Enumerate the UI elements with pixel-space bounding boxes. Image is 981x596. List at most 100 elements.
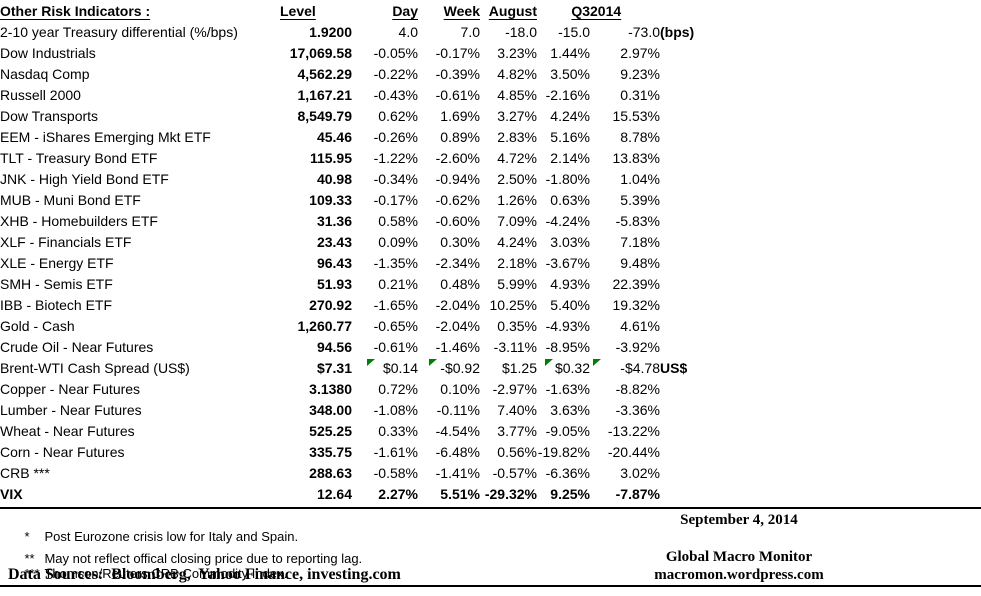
row-label-text: IBB - Biotech ETF xyxy=(0,297,113,313)
ytd-2014-value: -5.83% xyxy=(590,211,660,232)
ytd-2014-value-text: -$4.78 xyxy=(620,360,660,376)
table-row: 2-10 year Treasury differential (%/bps) 1… xyxy=(0,22,730,43)
ytd-2014-value-text: 22.39% xyxy=(612,276,660,292)
unit-label-text: US$ xyxy=(660,360,688,376)
table-row: Crude Oil - Near Futures 94.56 -0.61% -1.46… xyxy=(0,337,730,358)
day-change-value-text: -0.61% xyxy=(373,339,418,355)
column-header-week: Week xyxy=(443,3,480,19)
week-change-value-text: -1.46% xyxy=(435,339,480,355)
row-label-text: Nasdaq Comp xyxy=(0,66,90,82)
day-change-value-text: $0.14 xyxy=(382,360,418,376)
row-label: XHB - Homebuilders ETF xyxy=(0,211,280,232)
ytd-2014-value: 0.31% xyxy=(590,85,660,106)
ytd-2014-value-text: -20.44% xyxy=(607,444,660,460)
q3-change-value: 3.63% xyxy=(537,400,590,421)
table-row: Corn - Near Futures 335.75 -1.61% -6.48% 0.5… xyxy=(0,442,730,463)
week-change-value-text: -4.54% xyxy=(435,423,480,439)
august-change-value-text: 1.26% xyxy=(497,192,537,208)
week-change-value: -2.04% xyxy=(418,316,480,337)
q3-change-value-text: -1.63% xyxy=(545,381,590,397)
day-change-value: 4.0 xyxy=(352,22,418,43)
august-change-value-text: 4.85% xyxy=(497,87,537,103)
unit-label xyxy=(660,421,730,442)
week-change-value-text: -0.94% xyxy=(435,171,480,187)
row-label-text: XLE - Energy ETF xyxy=(0,255,114,271)
level-value: $7.31 xyxy=(280,358,352,379)
day-change-value: -0.26% xyxy=(352,127,418,148)
day-change-value-text: -0.05% xyxy=(373,45,418,61)
ytd-2014-value: 13.83% xyxy=(590,148,660,169)
unit-label xyxy=(660,316,730,337)
row-label: JNK - High Yield Bond ETF xyxy=(0,169,280,190)
table-row: SMH - Semis ETF 51.93 0.21% 0.48% 5.99% 4.93%… xyxy=(0,274,730,295)
august-change-value: 5.99% xyxy=(480,274,537,295)
ytd-2014-value-text: 9.23% xyxy=(620,66,660,82)
q3-change-value-text: -4.93% xyxy=(545,318,590,334)
row-label-text: CRB *** xyxy=(0,465,50,481)
ytd-2014-value-text: 2.97% xyxy=(620,45,660,61)
level-value-text: 94.56 xyxy=(316,339,352,355)
day-change-value-text: -1.61% xyxy=(373,444,418,460)
level-value: 31.36 xyxy=(280,211,352,232)
august-change-value-text: 0.35% xyxy=(497,318,537,334)
q3-change-value-text: -9.05% xyxy=(545,423,590,439)
ytd-2014-value: -8.82% xyxy=(590,379,660,400)
ytd-2014-value-text: -7.87% xyxy=(615,486,660,502)
week-change-value: -0.60% xyxy=(418,211,480,232)
q3-change-value-text: 5.16% xyxy=(550,129,590,145)
august-change-value-text: -18.0 xyxy=(505,24,537,40)
august-change-value-text: -0.57% xyxy=(492,465,537,481)
level-value-text: 12.64 xyxy=(316,486,352,502)
day-change-value: 0.09% xyxy=(352,232,418,253)
row-label: Lumber - Near Futures xyxy=(0,400,280,421)
level-value-text: 1.9200 xyxy=(309,24,352,40)
ytd-2014-value-text: -8.82% xyxy=(615,381,660,397)
ytd-2014-value: 7.18% xyxy=(590,232,660,253)
row-label-text: EEM - iShares Emerging Mkt ETF xyxy=(0,129,211,145)
unit-label xyxy=(660,169,730,190)
day-change-value-text: -0.58% xyxy=(373,465,418,481)
unit-label xyxy=(660,400,730,421)
footnote-2: ** May not reflect offical closing price … xyxy=(10,536,362,581)
week-change-value: 0.89% xyxy=(418,127,480,148)
day-change-value-text: 0.33% xyxy=(378,423,418,439)
column-header-2014: 2014 xyxy=(590,3,622,19)
ytd-2014-value: -73.0 xyxy=(590,22,660,43)
week-change-value: 0.48% xyxy=(418,274,480,295)
august-change-value-text: 2.50% xyxy=(497,171,537,187)
table-row: MUB - Muni Bond ETF 109.33 -0.17% -0.62% 1.2… xyxy=(0,190,730,211)
week-change-value: -2.04% xyxy=(418,295,480,316)
table-row: Russell 2000 1,167.21 -0.43% -0.61% 4.85% -2.… xyxy=(0,85,730,106)
week-change-value: -0.39% xyxy=(418,64,480,85)
august-change-value-text: -29.32% xyxy=(484,486,537,502)
august-change-value-text: 4.24% xyxy=(497,234,537,250)
week-change-value-text: 5.51% xyxy=(440,486,480,502)
august-change-value: -3.11% xyxy=(480,337,537,358)
row-label-text: Dow Industrials xyxy=(0,45,96,61)
ytd-2014-value-text: 8.78% xyxy=(620,129,660,145)
day-change-value: -1.22% xyxy=(352,148,418,169)
august-change-value-text: 2.18% xyxy=(497,255,537,271)
day-change-value-text: -0.65% xyxy=(373,318,418,334)
level-value-text: 335.75 xyxy=(309,444,352,460)
ytd-2014-value-text: 7.18% xyxy=(620,234,660,250)
cell-comment-triangle-icon xyxy=(545,359,553,366)
unit-label: US$ xyxy=(660,358,730,379)
row-label-text: Copper - Near Futures xyxy=(0,381,141,397)
ytd-2014-value: 9.48% xyxy=(590,253,660,274)
row-label-text: TLT - Treasury Bond ETF xyxy=(0,150,158,166)
august-change-value-text: 4.72% xyxy=(497,150,537,166)
ytd-2014-value-text: 1.04% xyxy=(620,171,660,187)
day-change-value: -0.22% xyxy=(352,64,418,85)
level-value: 525.25 xyxy=(280,421,352,442)
footnote-text: Post Eurozone crisis low for Italy and S… xyxy=(44,529,299,544)
row-label: Crude Oil - Near Futures xyxy=(0,337,280,358)
table-title-cell: Other Risk Indicators : xyxy=(0,1,280,22)
row-label: SMH - Semis ETF xyxy=(0,274,280,295)
level-value-text: 1,260.77 xyxy=(297,318,353,334)
row-label: Dow Industrials xyxy=(0,43,280,64)
level-value-text: 8,549.79 xyxy=(297,108,353,124)
day-change-value: -0.58% xyxy=(352,463,418,484)
report-date: September 4, 2014 xyxy=(680,512,798,528)
level-value: 288.63 xyxy=(280,463,352,484)
